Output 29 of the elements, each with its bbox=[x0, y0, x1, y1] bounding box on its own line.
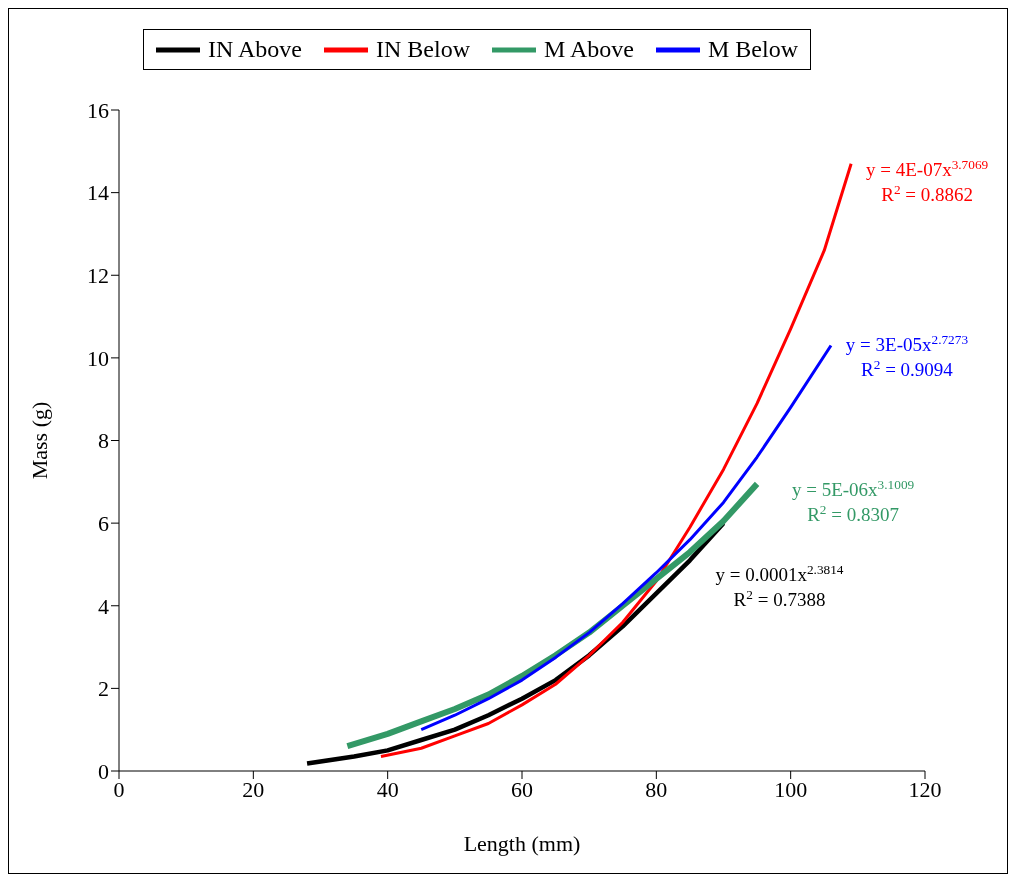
annotation: R$^{2}$ = 0.9094 bbox=[861, 356, 954, 381]
legend-label: IN Below bbox=[376, 36, 470, 63]
y-tick-label: 14 bbox=[87, 180, 109, 206]
x-tick-label: 60 bbox=[511, 776, 533, 802]
legend-label: M Above bbox=[543, 36, 634, 63]
annotation: R$^{2}$ = 0.7388 bbox=[733, 586, 826, 611]
x-tick-label: 100 bbox=[774, 776, 808, 802]
annotation: R$^{2}$ = 0.8307 bbox=[807, 501, 899, 525]
legend-label: IN Above bbox=[208, 36, 302, 63]
x-tick-label: 80 bbox=[645, 776, 668, 802]
x-tick-label: 40 bbox=[376, 776, 399, 802]
y-tick-label: 10 bbox=[87, 345, 109, 371]
y-axis-title: Mass (g) bbox=[26, 401, 52, 480]
y-tick-label: 0 bbox=[98, 758, 109, 784]
annotation: y = 3E-05x$^{2.7273}$ bbox=[845, 331, 969, 356]
y-tick-label: 12 bbox=[87, 263, 109, 289]
annotation: y = 4E-07x$^{3.7069}$ bbox=[866, 156, 989, 180]
x-tick-label: 120 bbox=[908, 776, 942, 802]
annotation: R$^{2}$ = 0.8862 bbox=[881, 181, 974, 205]
x-tick-label: 20 bbox=[242, 776, 265, 802]
y-tick-label: 16 bbox=[87, 97, 109, 123]
legend-label: M Below bbox=[707, 36, 798, 63]
y-tick-label: 4 bbox=[98, 593, 109, 619]
y-tick-label: 6 bbox=[98, 510, 109, 536]
y-tick-label: 2 bbox=[98, 676, 109, 702]
x-axis-title: Length (mm) bbox=[463, 831, 581, 856]
y-tick-label: 8 bbox=[98, 428, 109, 454]
annotation: y = 5E-06x$^{3.1009}$ bbox=[791, 476, 915, 500]
annotation: y = 0.0001x$^{2.3814}$ bbox=[715, 561, 844, 586]
